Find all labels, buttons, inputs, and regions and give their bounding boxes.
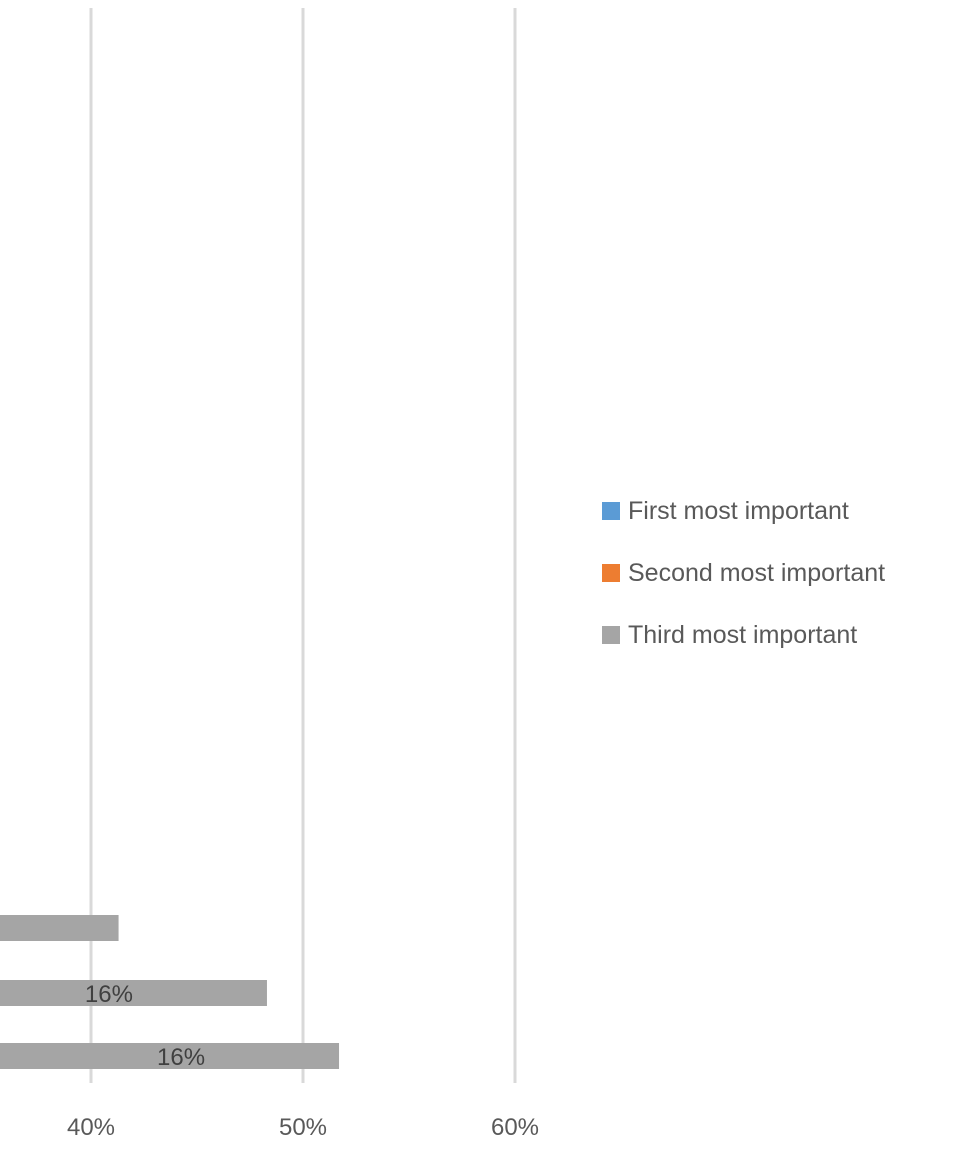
data-labels: 16% 16% (85, 981, 205, 1071)
legend-swatch (602, 502, 620, 520)
x-tick-label: 60% (491, 1114, 539, 1141)
gridlines (89, 8, 517, 1083)
bar-third-most-important (0, 980, 267, 1006)
legend-item-second-most-important: Second most important (602, 559, 885, 587)
legend-item-first-most-important: First most important (602, 497, 849, 525)
bars (0, 915, 340, 1069)
data-label: 16% (157, 1044, 205, 1071)
legend: First most important Second most importan… (602, 497, 885, 649)
bar-third-most-important (0, 915, 119, 941)
data-label: 16% (85, 981, 133, 1008)
x-axis-ticks: 40% 50% 60% (67, 1114, 539, 1141)
legend-label: Second most important (628, 559, 885, 587)
x-tick-label: 40% (67, 1114, 115, 1141)
x-tick-label: 50% (279, 1114, 327, 1141)
legend-label: Third most important (628, 621, 857, 649)
legend-label: First most important (628, 497, 849, 525)
legend-item-third-most-important: Third most important (602, 621, 857, 649)
legend-swatch (602, 626, 620, 644)
legend-swatch (602, 564, 620, 582)
bar-third-most-important (0, 1043, 340, 1069)
